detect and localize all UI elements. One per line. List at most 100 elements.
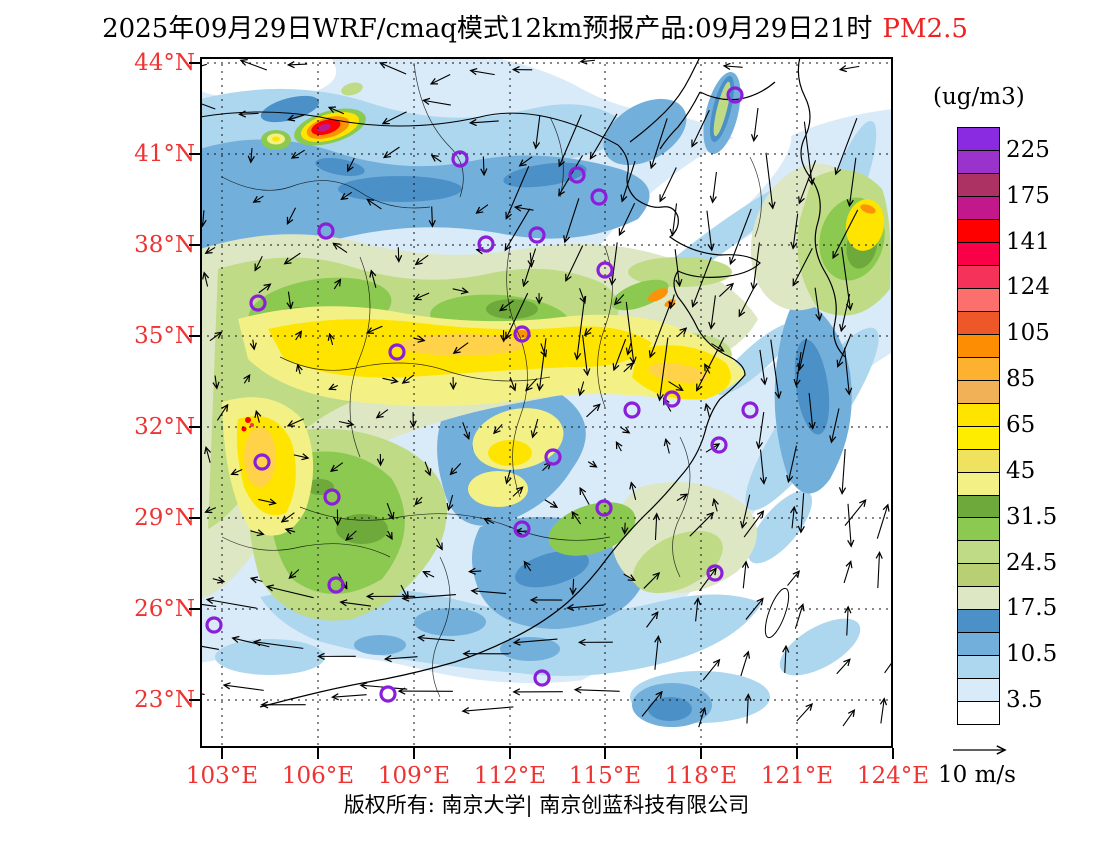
lon-tick <box>892 748 894 759</box>
wind-arrow <box>282 512 295 522</box>
wind-arrow <box>415 292 430 299</box>
wind-arrow <box>385 657 418 659</box>
wind-arrow <box>628 342 631 354</box>
lat-tick-label: 38°N <box>134 232 195 258</box>
wind-arrow <box>206 246 216 253</box>
wind-arrow <box>713 171 717 202</box>
wind-arrow <box>714 499 717 512</box>
city-marker <box>253 453 271 471</box>
lon-tick-label: 121°E <box>760 763 834 789</box>
wind-arrow <box>585 327 592 335</box>
wind-arrow <box>423 572 435 577</box>
wind-arrow <box>544 499 557 507</box>
colorbar-cell <box>958 518 999 542</box>
colorbar-cell <box>958 702 999 725</box>
colorbar-cell <box>958 472 999 496</box>
colorbar <box>957 127 1000 725</box>
wind-arrow <box>668 381 683 391</box>
wind-arrow <box>416 254 429 264</box>
wind-arrow <box>793 213 799 249</box>
wind-arrow <box>462 422 469 438</box>
wind-arrow <box>288 114 305 120</box>
wind-arrow <box>331 462 344 472</box>
wind-arrow <box>580 381 584 396</box>
city-marker <box>513 520 531 538</box>
colorbar-cell <box>958 610 999 634</box>
wind-arrow <box>572 512 582 525</box>
lon-tick <box>604 748 606 759</box>
colorbar-cell <box>958 265 999 289</box>
wind-arrow <box>660 337 669 401</box>
wind-arrow <box>623 363 633 373</box>
wind-arrow <box>288 291 290 309</box>
wind-arrow <box>380 63 407 75</box>
city-marker <box>317 222 335 240</box>
colorbar-value: 3.5 <box>1006 687 1043 714</box>
wind-arrow <box>418 638 455 641</box>
wind-arrow <box>398 247 399 261</box>
map-canvas <box>200 57 893 748</box>
wind-vectors <box>200 60 893 728</box>
wind-arrow <box>250 531 263 534</box>
wind-arrow <box>711 295 716 328</box>
wind-arrow <box>333 243 348 254</box>
wind-arrow <box>759 349 765 384</box>
lon-tick-label: 124°E <box>856 763 930 789</box>
city-marker <box>249 294 267 312</box>
city-marker <box>533 669 551 687</box>
contour-fills <box>200 57 893 748</box>
wind-arrow <box>346 530 357 540</box>
colorbar-value: 24.5 <box>1006 549 1058 576</box>
wind-arrow <box>256 411 259 423</box>
wind-arrow <box>765 152 773 209</box>
wind-arrow <box>706 404 709 418</box>
wind-arrow <box>329 386 339 390</box>
wind-arrow <box>581 60 596 61</box>
wind-arrow <box>423 100 451 106</box>
wind-arrow <box>587 462 596 467</box>
wind-arrow <box>699 568 716 592</box>
city-marker <box>451 150 469 168</box>
wind-arrow <box>348 157 355 171</box>
colorbar-cell <box>958 564 999 588</box>
wind-arrow <box>432 206 433 227</box>
wind-arrow <box>330 334 333 346</box>
wind-arrow <box>329 107 345 115</box>
lat-tick <box>189 153 200 155</box>
wind-arrow <box>512 487 523 497</box>
wind-arrow <box>200 63 208 67</box>
wind-arrow <box>843 561 851 584</box>
wind-arrow <box>849 157 857 206</box>
wind-arrow <box>796 704 812 722</box>
wind-arrow <box>641 692 662 717</box>
wind-arrow <box>472 591 507 594</box>
wind-arrow <box>206 447 210 463</box>
lat-tick <box>189 335 200 337</box>
graticule <box>200 57 893 748</box>
wind-arrow <box>612 242 618 284</box>
city-marker <box>205 616 223 634</box>
wind-arrow <box>469 571 482 572</box>
wind-arrow <box>298 365 300 375</box>
wind-arrow <box>693 257 712 306</box>
wind-arrow <box>285 252 301 264</box>
wind-arrow <box>623 573 635 580</box>
wind-arrow <box>801 493 804 532</box>
wind-arrow <box>505 208 531 251</box>
wind-arrow <box>739 289 754 316</box>
wind-arrow <box>796 351 802 386</box>
wind-arrow <box>743 562 746 589</box>
wind-arrow <box>788 445 798 482</box>
city-marker <box>568 166 586 184</box>
colorbar-cell <box>958 219 999 243</box>
wind-arrow <box>559 114 582 166</box>
lon-tick-label: 112°E <box>473 763 547 789</box>
wind-arrow <box>500 300 514 311</box>
wind-arrow <box>254 195 264 202</box>
wind-arrow <box>676 494 687 502</box>
wind-arrow <box>793 248 813 285</box>
wind-arrow <box>705 364 710 374</box>
wind-arrow <box>753 242 761 290</box>
city-marker <box>623 401 641 419</box>
